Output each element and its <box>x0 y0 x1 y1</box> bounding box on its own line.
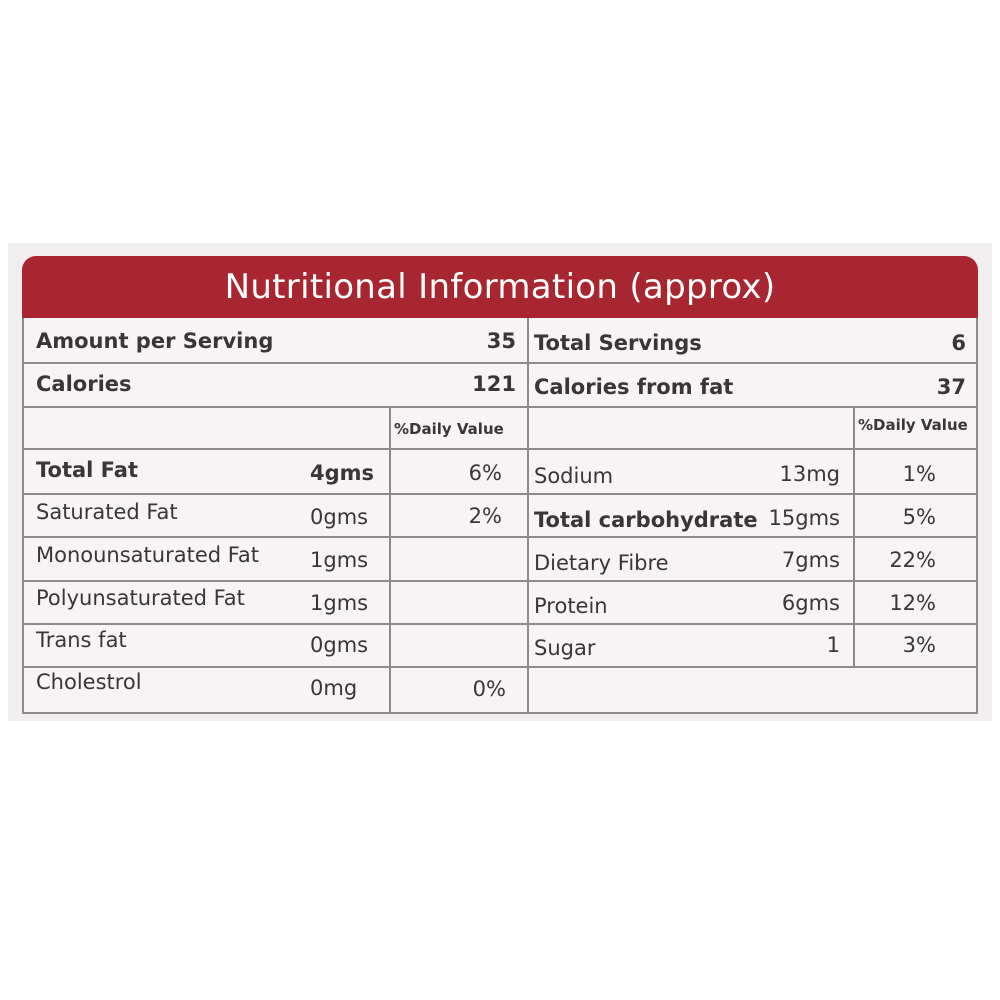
total-servings-label: Total Servings <box>534 331 702 355</box>
nutrient-amount: 6gms <box>781 591 840 615</box>
nutrient-name: Saturated Fat <box>36 500 178 524</box>
nutrient-daily-value: 12% <box>889 591 936 615</box>
nutrient-amount: 4gms <box>310 461 375 485</box>
nutrient-amount: 1 <box>826 633 840 657</box>
rule <box>22 623 978 625</box>
nutrient-daily-value: 22% <box>889 548 936 572</box>
rule <box>22 580 978 582</box>
nutrient-name: Sugar <box>534 636 596 660</box>
nutrient-name: Total Fat <box>36 458 139 482</box>
nutrient-daily-value: 6% <box>468 461 502 485</box>
rule <box>853 406 855 668</box>
nutrient-daily-value: 1% <box>902 462 936 486</box>
calories-value: 121 <box>472 372 516 396</box>
nutrient-name: Cholestrol <box>36 670 142 694</box>
nutrient-name: Sodium <box>534 464 614 488</box>
nutrition-title: Nutritional Information (approx) <box>22 256 978 318</box>
nutrition-table: Amount per Serving 35 Total Servings 6 C… <box>22 318 978 714</box>
rule <box>22 448 978 450</box>
rule <box>527 318 529 714</box>
nutrient-amount: 1gms <box>310 548 369 572</box>
rule <box>22 712 978 714</box>
total-servings-value: 6 <box>951 331 966 355</box>
rule <box>22 362 978 364</box>
nutrient-daily-value: 2% <box>468 504 502 528</box>
nutrient-daily-value: 3% <box>902 633 936 657</box>
nutrition-label: Nutritional Information (approx) Amount … <box>22 256 978 714</box>
nutrient-name: Protein <box>534 594 608 618</box>
nutrient-name: Trans fat <box>36 628 127 652</box>
nutrient-amount: 1gms <box>310 591 369 615</box>
nutrient-amount: 15gms <box>768 506 840 530</box>
rule <box>22 666 978 668</box>
nutrient-amount: 0mg <box>310 676 358 700</box>
nutrient-name: Monounsaturated Fat <box>36 543 260 567</box>
nutrient-daily-value: 5% <box>902 505 936 529</box>
calories-label: Calories <box>36 372 132 396</box>
nutrient-amount: 13mg <box>779 462 840 486</box>
calories-from-fat-label: Calories from fat <box>534 375 734 399</box>
nutrient-amount: 0gms <box>310 633 369 657</box>
nutrient-name: Dietary Fibre <box>534 551 669 575</box>
rule <box>22 318 24 714</box>
daily-value-header-right: %Daily Value <box>858 416 968 434</box>
nutrient-amount: 0gms <box>310 505 369 529</box>
rule <box>22 536 978 538</box>
nutrient-name: Polyunsaturated Fat <box>36 586 245 610</box>
calories-from-fat-value: 37 <box>936 375 966 399</box>
rule <box>976 318 978 714</box>
rule <box>22 493 978 495</box>
nutrient-name: Total carbohydrate <box>534 508 758 532</box>
daily-value-header-left: %Daily Value <box>394 420 504 438</box>
rule <box>389 406 391 712</box>
amount-per-serving-value: 35 <box>486 329 516 353</box>
nutrient-daily-value: 0% <box>472 677 506 701</box>
rule <box>22 406 978 408</box>
amount-per-serving-label: Amount per Serving <box>36 329 274 353</box>
nutrient-amount: 7gms <box>781 548 840 572</box>
